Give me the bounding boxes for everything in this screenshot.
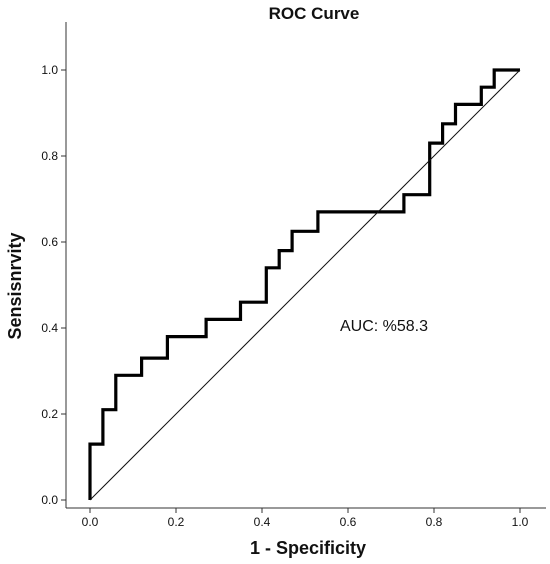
x-axis-ticks: 0.0 0.2 0.4 0.6 0.8 1.0 [82, 508, 529, 529]
y-tick-label: 0.2 [41, 407, 58, 421]
chart-title: ROC Curve [269, 4, 360, 23]
x-tick-label: 0.6 [340, 515, 357, 529]
axes [65, 22, 546, 509]
auc-annotation: AUC: %58.3 [340, 318, 428, 335]
y-tick-label: 1.0 [41, 63, 58, 77]
reference-diagonal-line [89, 69, 521, 501]
y-tick-label: 0.6 [41, 235, 58, 249]
y-tick-label: 0.4 [41, 321, 58, 335]
roc-curve-line [88, 68, 520, 500]
x-axis-title: 1 - Specificity [250, 538, 366, 558]
x-tick-label: 0.2 [168, 515, 185, 529]
x-tick-label: 0.8 [426, 515, 443, 529]
y-tick-label: 0.8 [41, 149, 58, 163]
series-layer [88, 68, 521, 501]
x-tick-label: 1.0 [512, 515, 529, 529]
y-tick-label: 0.0 [41, 493, 58, 507]
x-tick-label: 0.0 [82, 515, 99, 529]
x-tick-label: 0.4 [254, 515, 271, 529]
y-axis-title: Sensisnrvity [5, 232, 25, 339]
y-axis-ticks: 0.0 0.2 0.4 0.6 0.8 1.0 [41, 63, 66, 507]
